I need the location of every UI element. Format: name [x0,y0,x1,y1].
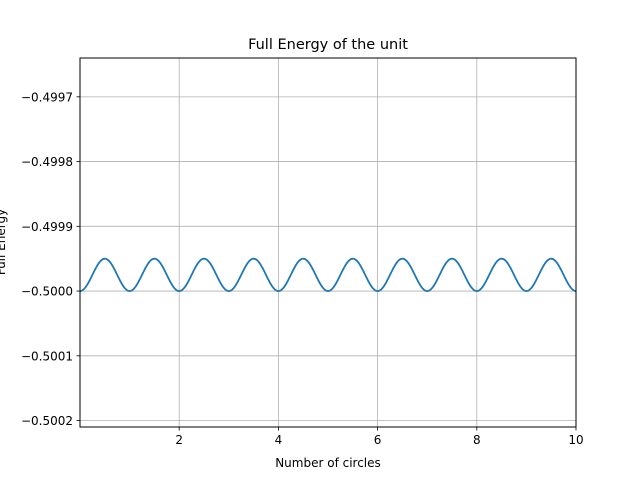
grid-lines [80,58,577,427]
chart-title: Full Energy of the unit [248,37,408,53]
y-tick-label: −0.4997 [21,90,73,104]
x-tick-label: 8 [473,433,481,447]
x-tick-label: 2 [175,433,183,447]
x-tick-label: 4 [275,433,283,447]
y-tick-label: −0.4998 [21,155,73,169]
y-tick-label: −0.4999 [21,220,73,234]
x-tick-label: 6 [374,433,382,447]
y-axis-label: Full Energy [0,209,8,275]
plot-frame [79,57,577,428]
x-tick-label: 10 [568,433,583,447]
axis-ticks: 2 4 6 8 10 −0.5002 −0.5001 −0.5000 −0.4999 −0.499… [21,90,584,447]
y-tick-label: −0.5001 [21,349,73,363]
plot-lines [79,257,577,292]
y-tick-label: −0.5002 [21,414,73,428]
energy-series-line [79,257,577,292]
y-tick-label: −0.5000 [21,285,73,299]
x-axis-label: Number of circles [275,456,381,470]
